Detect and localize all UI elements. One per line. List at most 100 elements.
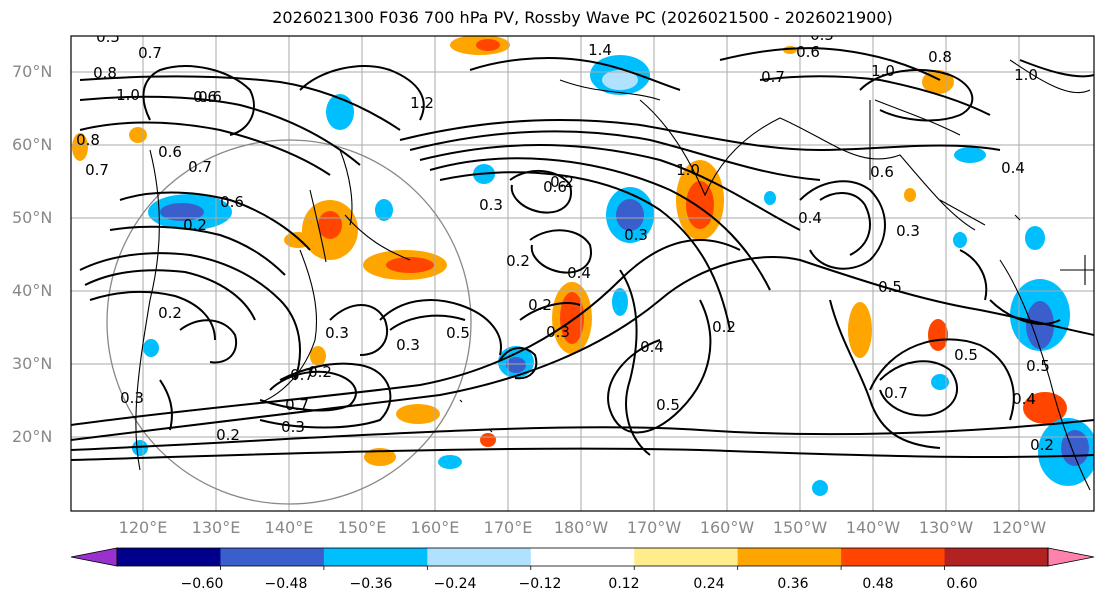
contour-label: 0.5: [96, 28, 120, 46]
anomaly-blob: [386, 257, 434, 273]
colorbar-tick-label: 0.48: [862, 576, 894, 592]
contour-label: 0.6: [220, 193, 244, 211]
colorbar-outline: [116, 547, 1049, 567]
contour-label: 0.4: [1012, 390, 1036, 408]
anomaly-blob: [616, 199, 644, 231]
colorbar-tick-label: 0.60: [946, 576, 978, 592]
contour-label: 0.4: [1001, 159, 1025, 177]
anomaly-blob: [954, 147, 986, 163]
map-title: 2026021300 F036 700 hPa PV, Rossby Wave …: [272, 8, 893, 27]
positive-anomaly-shading: [72, 36, 1067, 466]
contour-label: 0.6: [198, 88, 222, 106]
contour-label: 0.4: [798, 209, 822, 227]
anomaly-blob: [764, 191, 776, 205]
anomaly-blob: [904, 188, 916, 202]
gridlines: [71, 36, 1094, 511]
contour-label: 0.3: [624, 226, 648, 244]
contour-label: 0.2: [183, 216, 207, 234]
lon-label: 120°W: [991, 518, 1047, 537]
contour-label: 0.7: [290, 366, 314, 384]
contour-label: 1.4: [588, 41, 612, 59]
colorbar-tick-label: 0.24: [693, 576, 725, 592]
contour-label: 0.3: [120, 389, 144, 407]
anomaly-blob: [72, 133, 88, 161]
contour-label: 0.4: [640, 338, 664, 356]
anomaly-blob: [438, 455, 462, 469]
colorbar-tick-label: −0.60: [180, 576, 224, 592]
contour-label: 0.2: [158, 304, 182, 322]
lon-label: 170°W: [626, 518, 682, 537]
contour-label: 0.8: [928, 48, 952, 66]
anomaly-blob: [480, 433, 496, 447]
colorbar-swatch: [841, 548, 946, 566]
anomaly-blob: [375, 199, 393, 221]
highlight-circle: [106, 139, 472, 505]
anomaly-blob: [812, 480, 828, 496]
contour-label: 0.7: [188, 158, 212, 176]
lat-label: 20°N: [12, 427, 53, 446]
colorbar-swatch: [427, 548, 532, 566]
contour-label-group: 0.50.70.81.0 0.60.60.7 0.70.60.80.20.20.30…: [76, 26, 1054, 454]
contour-label: 0.6: [543, 178, 567, 196]
contour-label: 0.2: [216, 426, 240, 444]
anomaly-blob: [318, 211, 342, 239]
lat-label: 30°N: [12, 354, 53, 373]
contour-label: 0.2: [712, 318, 736, 336]
lat-label: 60°N: [12, 135, 53, 154]
contour-label: 1.0: [871, 62, 895, 80]
contour-label: 0.5: [810, 26, 834, 44]
pv-contours: [71, 47, 1094, 461]
anomaly-blob: [284, 232, 312, 248]
contour-label: 0.8: [76, 131, 100, 149]
contour-label: 0.8: [93, 64, 117, 82]
contour-label: 1.0: [676, 161, 700, 179]
contour-label: 0.7: [138, 44, 162, 62]
lon-label: 170°E: [483, 518, 533, 537]
colorbar-tick-label: −0.12: [518, 576, 562, 592]
contour-label: 0.2: [506, 252, 530, 270]
anomaly-blob: [129, 127, 147, 143]
anomaly-blob: [396, 404, 440, 424]
anomaly-blob: [310, 346, 326, 366]
anomaly-blob: [326, 94, 354, 130]
contour-label: 0.7: [761, 68, 785, 86]
contour-label: 0.6: [796, 43, 820, 61]
contour-label: 0.3: [396, 336, 420, 354]
lat-label: 40°N: [12, 281, 53, 300]
colorbar-swatch: [530, 548, 635, 566]
contour-label: 0.6: [158, 143, 182, 161]
lon-label: 130°W: [918, 518, 974, 537]
anomaly-blob: [143, 339, 159, 357]
map-frame: [70, 35, 1095, 512]
contour-label: 1.2: [410, 94, 434, 112]
anomaly-blob: [928, 319, 948, 351]
colorbar-swatch: [323, 548, 428, 566]
colorbar-swatch: [220, 548, 325, 566]
anomaly-blob: [1061, 430, 1089, 466]
anomaly-blob: [476, 39, 500, 51]
anomaly-blob: [1025, 226, 1045, 250]
contour-label: 0.4: [567, 264, 591, 282]
lon-label: 140°E: [264, 518, 314, 537]
anomaly-blob: [132, 440, 148, 456]
contour-label: 0.5: [656, 396, 680, 414]
contour-label: 0.3: [325, 324, 349, 342]
anomaly-blob: [602, 70, 638, 90]
lat-label: 70°N: [12, 62, 53, 81]
anomaly-blob: [160, 203, 204, 221]
lon-label: 140°W: [845, 518, 901, 537]
colorbar-swatch: [944, 548, 1049, 566]
colorbar-extend-high: [1047, 547, 1095, 567]
contour-label: 0.5: [878, 278, 902, 296]
contour-label: 0.5: [1026, 357, 1050, 375]
lon-label: 150°W: [772, 518, 828, 537]
contour-label: 0.2: [308, 363, 332, 381]
anomaly-blob: [612, 288, 628, 316]
anomaly-blob: [953, 232, 967, 248]
colorbar-swatch: [737, 548, 842, 566]
contour-label: 0.6: [193, 88, 217, 106]
colorbar-swatch: [117, 548, 221, 566]
contour-label: 1.0: [116, 86, 140, 104]
colorbar: [70, 547, 1095, 570]
